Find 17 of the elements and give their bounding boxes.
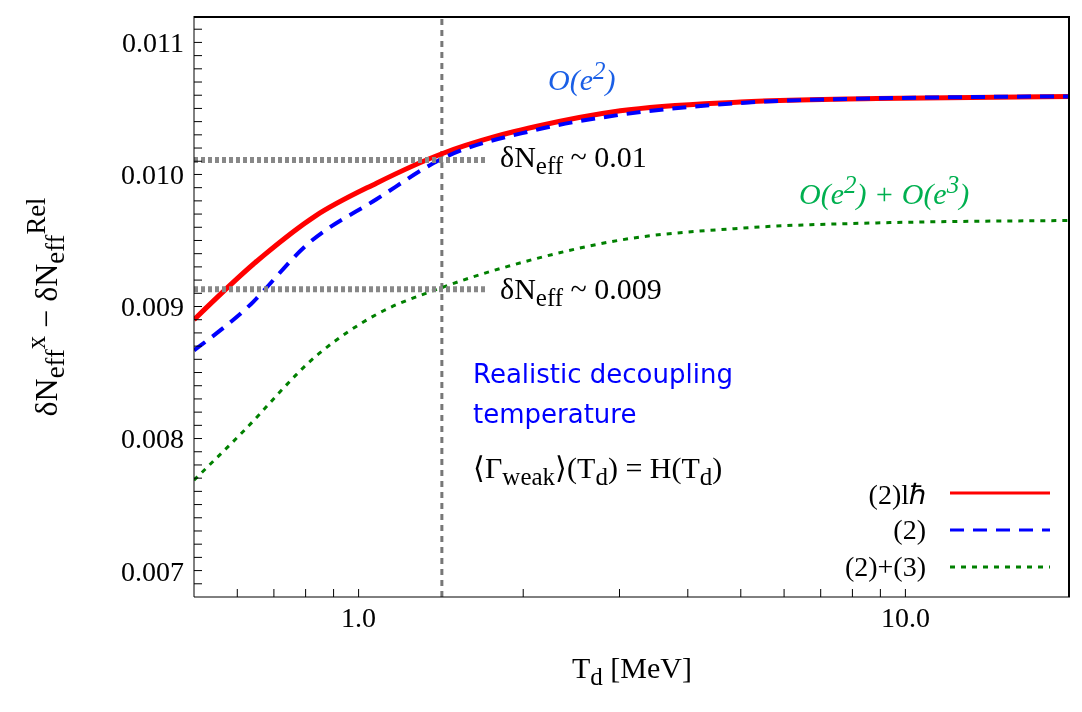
x-axis-title: T$_{d}$ [MeV] xyxy=(572,651,692,691)
x-tick-label: 1.0 xyxy=(341,601,377,633)
y-tick-label: 0.007 xyxy=(121,555,184,587)
annotation: ⟨Γ$_{weak}$⟩(T$_{d}$) = H(T$_{d}$) xyxy=(473,451,723,490)
annotation: Realistic decoupling temperature xyxy=(473,358,734,432)
annotation: O(e$^{2}$) + O(e$^{3}$) xyxy=(799,170,971,212)
annotation: O(e$^{2}$) xyxy=(548,56,617,98)
legend-label: (2)+(3) xyxy=(844,550,926,583)
x-tick-label: 10.0 xyxy=(880,601,930,633)
legend-label: (2)lℏ xyxy=(868,477,926,512)
y-tick-label: 0.010 xyxy=(121,159,184,191)
y-tick-label: 0.008 xyxy=(121,423,184,455)
annotation: δN$_{eff}$ ~ 0.009 xyxy=(500,271,663,313)
y-tick-label: 0.011 xyxy=(122,27,184,59)
annotation: δN$_{eff}$ ~ 0.01 xyxy=(500,139,648,181)
y-tick-label: 0.009 xyxy=(121,291,184,323)
legend-label: (2) xyxy=(893,513,926,546)
